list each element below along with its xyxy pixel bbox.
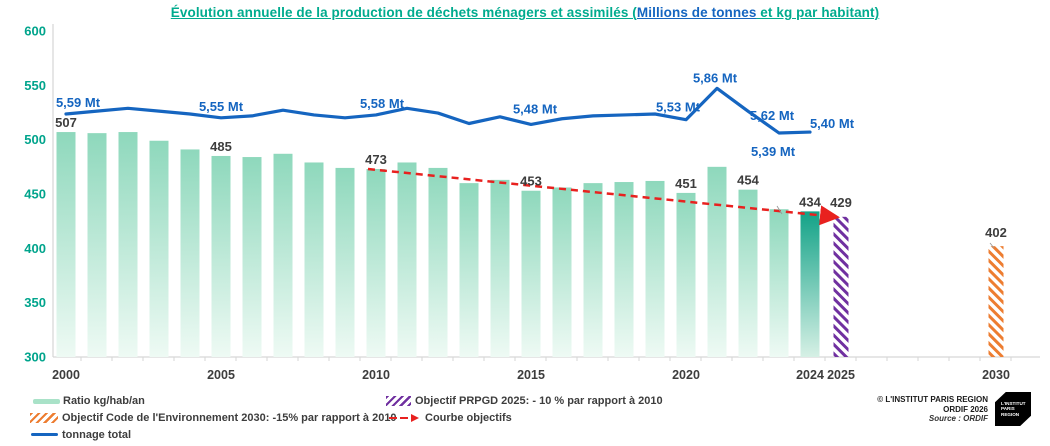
credits-publisher: © L'INSTITUT PARIS REGION: [877, 395, 988, 404]
bar-2022: [738, 189, 758, 357]
y-tick-label: 450: [24, 186, 46, 201]
bar-value-label-2020: 451: [675, 176, 697, 191]
line-value-label-2022: 5,62 Mt: [750, 108, 795, 123]
line-value-label-2000: 5,59 Mt: [56, 95, 101, 110]
x-tick-label: 2024: [796, 368, 824, 382]
bar-2007: [273, 153, 293, 357]
y-tick-label: 300: [24, 350, 46, 365]
line-value-label-2021: 5,86 Mt: [693, 70, 738, 85]
y-tick-label: 600: [24, 23, 46, 38]
bar-2012: [428, 167, 448, 357]
label-leader-line: [989, 242, 995, 249]
x-tick-label: 2005: [207, 368, 235, 382]
logo-line-1: L'INSTITUT: [1001, 401, 1026, 406]
bar-2004: [180, 149, 200, 357]
legend-swatch-courbe-objectifs: [389, 414, 419, 422]
legend-swatch-ratio: [33, 399, 60, 404]
x-tick-label: 2020: [672, 368, 700, 382]
bar-2010: [366, 169, 386, 357]
bar-2013: [459, 183, 479, 357]
line-value-label-2023: 5,39 Mt: [751, 144, 796, 159]
y-tick-label: 550: [24, 78, 46, 93]
bar-2014: [490, 179, 510, 357]
legend-swatch-objectif-2030: [30, 413, 58, 423]
legend-label-tonnage: tonnage total: [62, 429, 132, 441]
title-segment-teal-1: Évolution annuelle de la production de d…: [170, 5, 637, 20]
bar-value-label-2022: 454: [737, 173, 759, 188]
line-value-label-2015: 5,48 Mt: [513, 101, 558, 116]
tonnage-line: [64, 86, 812, 135]
legend-label-ratio: Ratio kg/hab/an: [63, 395, 145, 407]
label-leader-line: [776, 205, 783, 215]
objective-trend-line: [367, 167, 840, 226]
title-segment-blue: Millions de tonnes: [636, 5, 757, 20]
x-tick-label: 2015: [517, 368, 545, 382]
bar-2016: [552, 187, 572, 357]
credits-block: © L'INSTITUT PARIS REGION ORDIF 2026 Sou…: [877, 395, 988, 424]
logo-line-3: REGION: [1001, 411, 1020, 417]
line-value-label-2024: 5,40 Mt: [810, 116, 855, 131]
title-segment-teal-2: et kg par habitant): [756, 5, 880, 20]
bar-value-label-2005: 485: [210, 139, 232, 154]
line-value-label-2020: 5,53 Mt: [656, 100, 701, 115]
legend-swatch-objectif-2025: [386, 396, 411, 406]
x-tick-label: 2030: [982, 368, 1010, 382]
credits-ordif: ORDIF 2026: [943, 404, 988, 414]
institut-paris-region-logo: L'INSTITUT PARIS REGION: [995, 392, 1031, 426]
bar-2005: [211, 155, 231, 357]
bar-2006: [242, 157, 262, 357]
bar-2019: [645, 180, 665, 357]
line-value-label-2010: 5,58 Mt: [360, 96, 405, 111]
bar-value-label-2024: 434: [799, 194, 821, 209]
bar-2000: [56, 132, 76, 357]
bar-2023: [769, 209, 789, 357]
y-tick-label: 500: [24, 132, 46, 147]
legend-label-objectif-2025: Objectif PRPGD 2025: - 10 % par rapport …: [415, 395, 663, 407]
bar-2002: [118, 132, 138, 357]
bar-2009: [335, 167, 355, 357]
objective-bar-2030: [988, 246, 1004, 357]
objective-bar-2025: [833, 216, 849, 357]
line-value-label-2005: 5,55 Mt: [199, 99, 244, 114]
chart-canvas: 600 550 500 450 400 350 300 2000 2005 2010 2015 202…: [24, 23, 1040, 382]
bar-value-label-2015: 453: [520, 174, 542, 189]
legend-swatch-tonnage: [31, 433, 58, 436]
y-tick-label: 400: [24, 241, 46, 256]
bar-2011: [397, 162, 417, 357]
bar-value-label-2030: 402: [985, 225, 1007, 240]
logo-line-2: PARIS: [1001, 406, 1015, 412]
bar-value-label-2000: 507: [55, 115, 77, 130]
credits-source: Source : ORDIF: [928, 414, 988, 423]
legend-label-courbe: Courbe objectifs: [425, 412, 512, 424]
x-tick-label: 2025: [827, 368, 855, 382]
y-tick-label: 350: [24, 295, 46, 310]
x-tick-label: 2010: [362, 368, 390, 382]
bar-2015: [521, 190, 541, 357]
legend-label-objectif-2030: Objectif Code de l'Environnement 2030: -…: [62, 412, 397, 424]
bar-value-label-2025: 429: [830, 195, 852, 210]
bar-2001: [87, 133, 107, 357]
x-tick-label: 2000: [52, 368, 80, 382]
bar-2017: [583, 183, 603, 357]
bar-2008: [304, 162, 324, 357]
bar-2021: [707, 166, 727, 357]
bar-2020: [676, 192, 696, 357]
bar-value-label-2010: 473: [365, 152, 387, 167]
bar-2024: [800, 211, 820, 357]
bar-2018: [614, 182, 634, 357]
bar-2003: [149, 140, 169, 357]
chart-title: Évolution annuelle de la production de d…: [0, 5, 1050, 20]
